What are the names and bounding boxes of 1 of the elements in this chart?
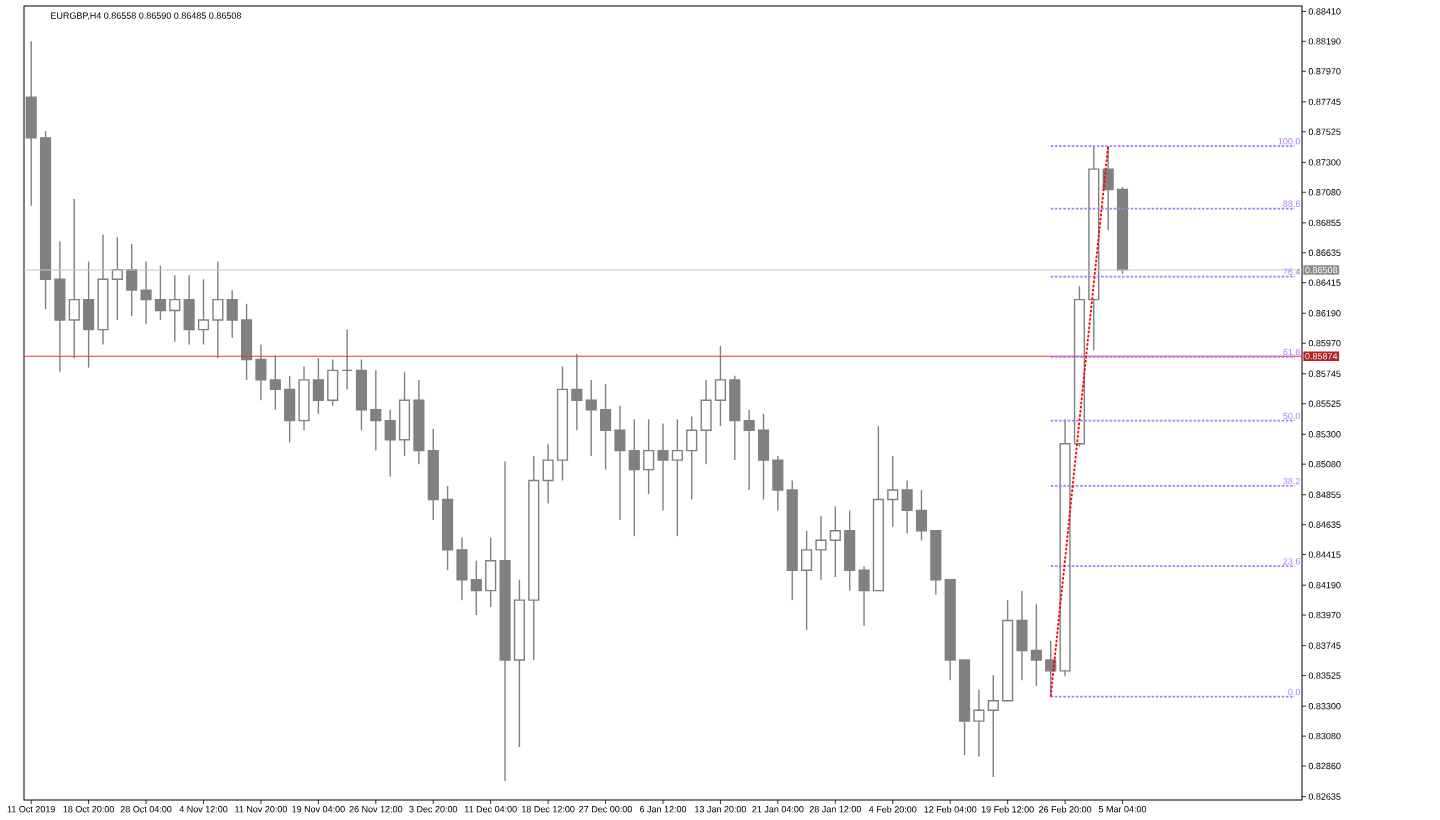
candlestick	[341, 328, 353, 391]
